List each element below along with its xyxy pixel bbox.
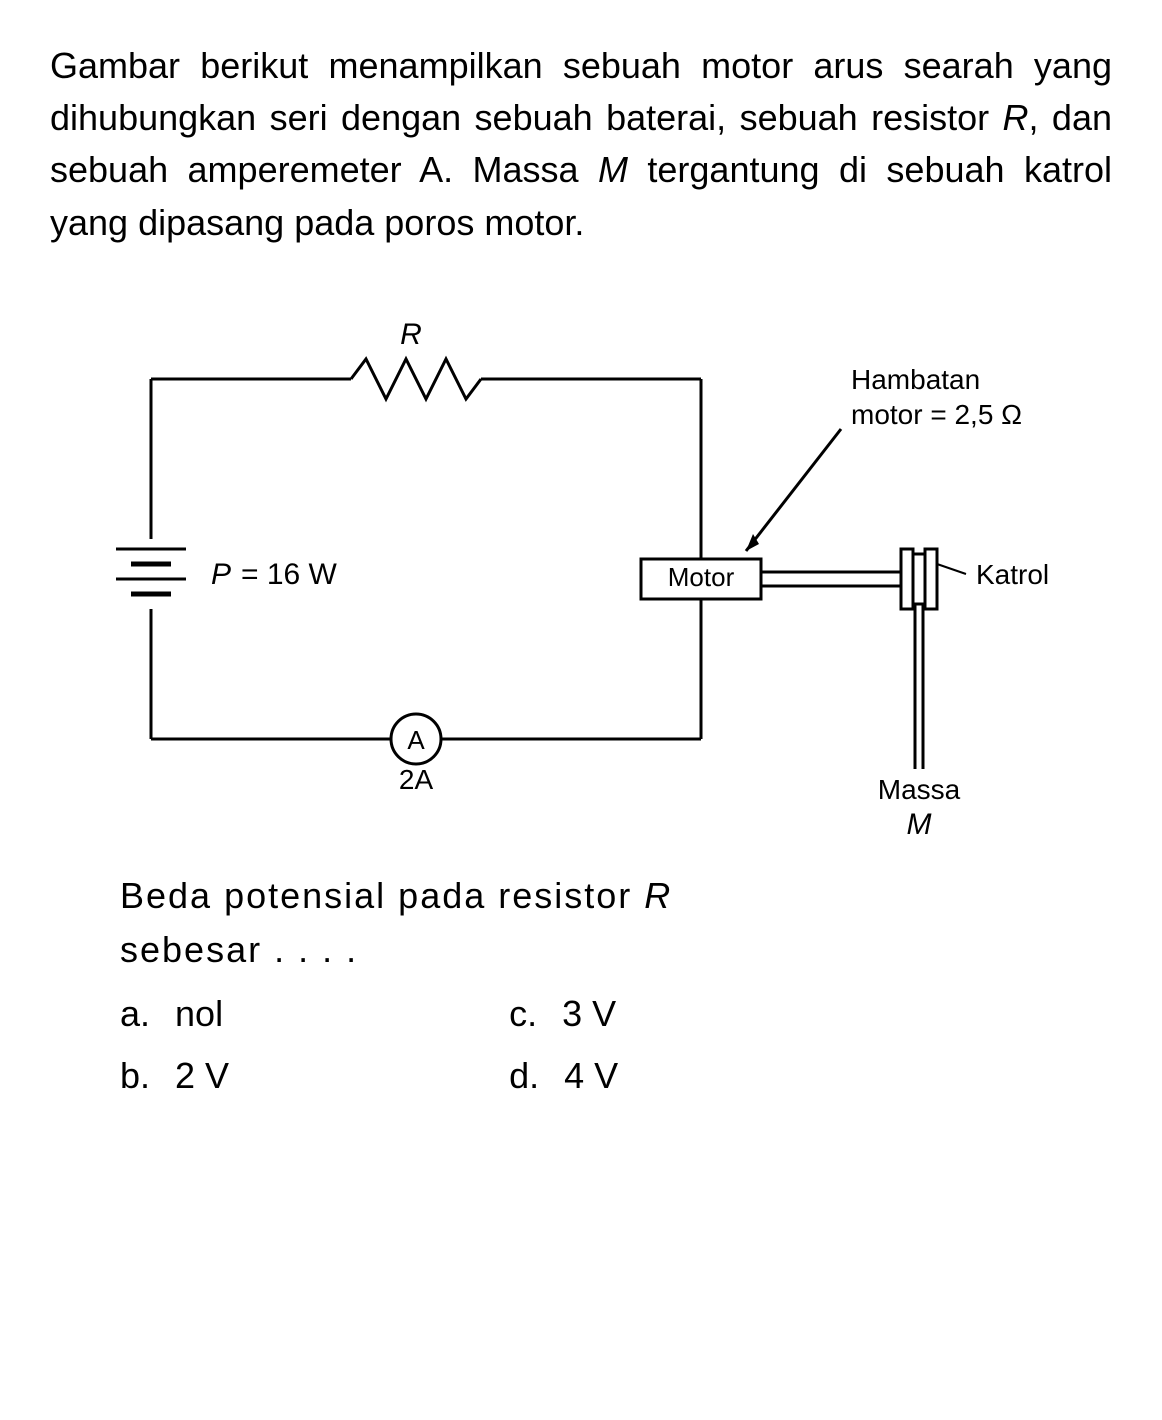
svg-text:P: P bbox=[211, 558, 231, 591]
prompt-r: R bbox=[644, 875, 672, 916]
massa-label-1: Massa bbox=[878, 774, 961, 805]
answer-prompt: Beda potensial pada resistor R sebesar .… bbox=[120, 869, 1112, 977]
question-text: Gambar berikut menampilkan sebuah motor … bbox=[50, 40, 1112, 249]
katrol-label: Katrol bbox=[976, 559, 1049, 590]
ammeter-value: 2A bbox=[399, 764, 434, 795]
option-c: c. 3 V bbox=[509, 987, 618, 1041]
hambatan-label-2: motor = 2,5 Ω bbox=[851, 399, 1022, 430]
option-b-key: b. bbox=[120, 1049, 150, 1103]
var-m: M bbox=[598, 149, 628, 190]
option-d: d. 4 V bbox=[509, 1049, 618, 1103]
option-b: b. 2 V bbox=[120, 1049, 229, 1103]
answer-section: Beda potensial pada resistor R sebesar .… bbox=[50, 869, 1112, 1103]
option-d-value: 4 V bbox=[564, 1049, 618, 1103]
option-c-key: c. bbox=[509, 987, 537, 1041]
svg-text:= 16 W: = 16 W bbox=[241, 558, 338, 591]
prompt-part2: sebesar . . . . bbox=[120, 923, 1112, 977]
option-b-value: 2 V bbox=[175, 1049, 229, 1103]
question-part1: Gambar berikut menampilkan sebuah motor … bbox=[50, 45, 1112, 138]
prompt-part1: Beda potensial pada resistor bbox=[120, 875, 644, 916]
option-c-value: 3 V bbox=[562, 987, 616, 1041]
massa-label-2: M bbox=[907, 808, 932, 839]
resistor-label: R bbox=[400, 318, 422, 351]
option-a-key: a. bbox=[120, 987, 150, 1041]
circuit-diagram: R P = 16 W A 2A Motor Hambatan motor = 2… bbox=[50, 279, 1112, 839]
hambatan-label-1: Hambatan bbox=[851, 364, 980, 395]
option-a-value: nol bbox=[175, 987, 223, 1041]
option-d-key: d. bbox=[509, 1049, 539, 1103]
motor-label: Motor bbox=[668, 562, 735, 592]
var-r: R bbox=[1003, 97, 1029, 138]
option-a: a. nol bbox=[120, 987, 229, 1041]
ammeter-symbol: A bbox=[407, 725, 425, 755]
